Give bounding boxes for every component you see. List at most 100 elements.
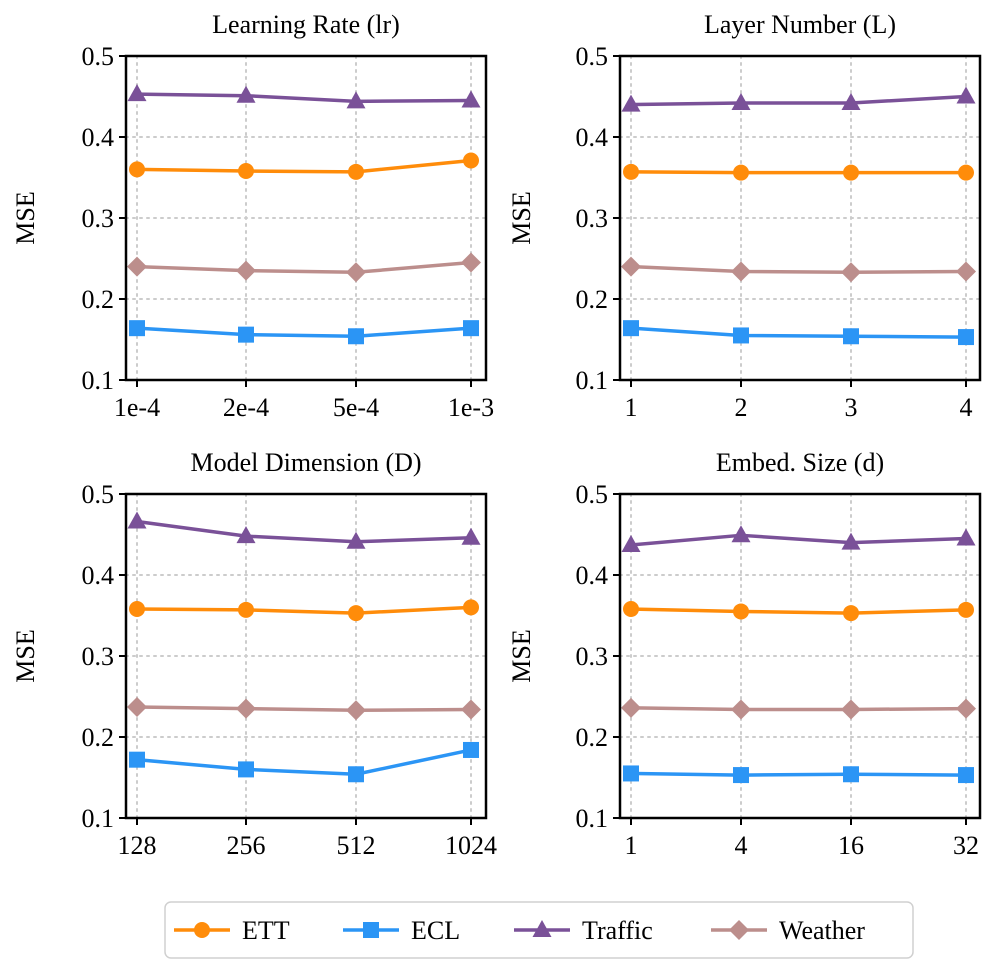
data-point-traffic-1 — [127, 84, 147, 102]
legend-entry-traffic: Traffic — [514, 916, 653, 945]
legend-entry-ecl: ECL — [343, 916, 460, 945]
data-point-ecl-2 — [238, 761, 254, 778]
x-tick-label: 1e-4 — [114, 393, 160, 422]
data-point-traffic-2 — [731, 525, 751, 543]
series-ecl — [623, 320, 974, 346]
chart-title: Learning Rate (lr) — [212, 10, 400, 39]
data-point-traffic-1 — [621, 94, 641, 112]
data-point-weather-3 — [841, 699, 861, 720]
y-axis-label: MSE — [11, 191, 40, 244]
series-ecl — [129, 741, 479, 783]
x-tick-label: 4 — [735, 831, 748, 860]
data-point-traffic-2 — [236, 85, 256, 103]
data-point-ett-1 — [623, 601, 639, 618]
legend-label-weather: Weather — [779, 916, 865, 945]
series-line-ecl — [136, 748, 472, 777]
x-tick-label: 16 — [838, 831, 864, 860]
data-point-weather-4 — [956, 698, 976, 719]
data-point-ecl-1 — [129, 320, 145, 337]
legend-marker-weather — [729, 920, 749, 940]
data-point-ett-1 — [129, 161, 145, 178]
data-point-ecl-2 — [733, 327, 749, 344]
data-point-traffic-3 — [346, 91, 366, 109]
legend-label-ett: ETT — [242, 916, 290, 945]
y-tick-label: 0.1 — [576, 804, 609, 833]
y-tick-label: 0.5 — [82, 42, 115, 71]
y-tick-label: 0.4 — [576, 123, 609, 152]
x-tick-label: 2 — [735, 393, 748, 422]
data-point-ecl-4 — [463, 741, 479, 758]
data-point-traffic-4 — [956, 86, 976, 104]
series-group — [127, 84, 481, 345]
series-traffic — [127, 84, 481, 109]
y-tick-label: 0.4 — [576, 561, 609, 590]
x-tick-label: 256 — [227, 831, 266, 860]
data-point-ecl-4 — [958, 329, 974, 346]
data-point-traffic-3 — [841, 532, 861, 550]
series-line-weather — [136, 705, 472, 713]
data-point-ett-4 — [463, 599, 479, 616]
data-point-ecl-1 — [623, 765, 639, 782]
data-point-ecl-3 — [348, 766, 364, 783]
data-point-traffic-3 — [841, 92, 861, 110]
data-point-ett-3 — [348, 163, 364, 180]
data-point-weather-3 — [346, 700, 366, 721]
legend-entry-weather: Weather — [711, 916, 865, 945]
series-weather — [621, 697, 976, 720]
legend-entries: ETT ECL Traffic Weather — [174, 916, 865, 945]
series-line-ett — [136, 605, 472, 615]
series-line-ecl — [136, 326, 472, 339]
series-ett — [129, 152, 479, 180]
x-axis: 1 2 3 4 — [625, 380, 973, 422]
data-point-weather-4 — [956, 261, 976, 282]
series-line-ecl — [630, 771, 967, 777]
y-tick-label: 0.2 — [82, 723, 115, 752]
y-tick-label: 0.3 — [82, 204, 115, 233]
series-line-weather — [630, 264, 967, 275]
y-tick-label: 0.3 — [82, 642, 115, 671]
series-ecl — [129, 320, 479, 345]
x-tick-label: 1024 — [445, 831, 497, 860]
x-tick-label: 2e-4 — [223, 393, 269, 422]
data-point-ett-4 — [958, 601, 974, 618]
legend: ETT ECL Traffic Weather — [164, 901, 914, 959]
series-weather — [127, 252, 481, 283]
y-tick-label: 0.4 — [82, 561, 115, 590]
data-point-ecl-3 — [843, 766, 859, 783]
legend-label-traffic: Traffic — [582, 916, 653, 945]
series-line-traffic — [630, 94, 967, 107]
y-tick-label: 0.1 — [576, 366, 609, 395]
data-point-ett-3 — [348, 605, 364, 622]
series-line-ett — [630, 607, 967, 615]
y-axis: 0.1 0.2 0.3 0.4 0.5 — [576, 42, 620, 395]
data-point-ett-4 — [958, 164, 974, 181]
data-point-weather-2 — [236, 698, 256, 719]
data-point-traffic-2 — [236, 526, 256, 544]
legend-label-ecl: ECL — [411, 916, 460, 945]
data-point-weather-4 — [461, 252, 481, 273]
x-axis: 1 4 16 32 — [625, 818, 979, 860]
data-point-ett-2 — [733, 603, 749, 620]
x-tick-label: 1e-3 — [448, 393, 494, 422]
chart-title: Layer Number (L) — [704, 10, 896, 39]
data-point-ecl-2 — [238, 326, 254, 343]
data-point-weather-1 — [127, 697, 147, 718]
series-line-ett — [630, 170, 966, 175]
x-tick-label: 1 — [625, 831, 638, 860]
panel-1-learning-rate-lr: 0.1 0.2 0.3 0.4 0.5 1e-4 2e-4 5e-4 1e-3 Learning … — [11, 10, 494, 422]
data-point-traffic-1 — [621, 535, 641, 553]
y-tick-label: 0.2 — [576, 723, 609, 752]
series-line-traffic — [630, 533, 967, 547]
y-tick-label: 0.3 — [576, 204, 609, 233]
plot-frame — [124, 492, 488, 820]
y-axis-label: MSE — [507, 191, 536, 244]
y-tick-label: 0.3 — [576, 642, 609, 671]
y-axis: 0.1 0.2 0.3 0.4 0.5 — [82, 42, 126, 395]
series-weather — [127, 697, 481, 721]
data-point-ecl-1 — [623, 320, 639, 337]
data-point-traffic-2 — [731, 92, 751, 110]
series-group — [127, 511, 481, 783]
panel-3-model-dimension-d: 0.1 0.2 0.3 0.4 0.5 128 256 512 1024 Model Dimens… — [11, 448, 497, 860]
data-point-ett-3 — [843, 605, 859, 622]
